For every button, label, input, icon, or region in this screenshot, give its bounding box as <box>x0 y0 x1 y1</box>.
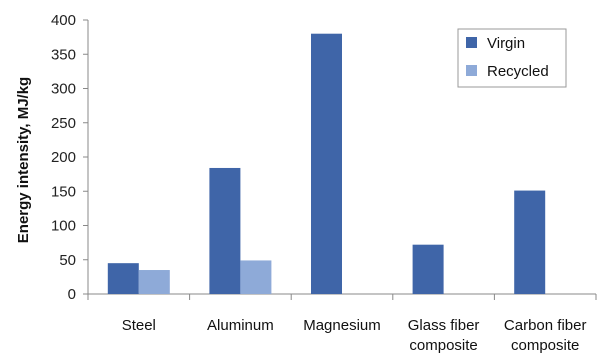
category-label: Glass fiber <box>408 317 480 334</box>
y-tick-label: 150 <box>51 183 76 200</box>
category-labels: Steel Aluminum Magnesium Glass fiber composi… <box>122 317 587 354</box>
legend-swatch-virgin <box>466 37 477 48</box>
y-tick-label: 350 <box>51 46 76 63</box>
bars-group <box>107 33 546 294</box>
bar-recycled-aluminum <box>240 260 272 294</box>
y-tick-label: 300 <box>51 81 76 98</box>
category-label: Magnesium <box>303 317 381 334</box>
bar-virgin-steel <box>107 263 139 294</box>
bar-virgin-glass-fiber-composite <box>412 244 444 294</box>
bar-virgin-carbon-fiber-composite <box>514 190 546 294</box>
x-axis-category-separators <box>87 294 597 300</box>
legend-label-virgin: Virgin <box>487 35 525 52</box>
legend-label-recycled: Recycled <box>487 63 549 80</box>
y-tick-label: 250 <box>51 115 76 132</box>
y-tick-label: 100 <box>51 218 76 235</box>
category-label: composite <box>409 337 477 354</box>
bar-virgin-aluminum <box>209 167 241 294</box>
y-tick-label: 200 <box>51 149 76 166</box>
legend: Virgin Recycled <box>457 28 567 88</box>
category-label: Steel <box>122 317 156 334</box>
bar-recycled-steel <box>138 270 170 294</box>
y-tick-label: 400 <box>51 12 76 29</box>
y-axis-ticks: 0 50 100 150 200 250 300 350 400 <box>51 12 88 303</box>
category-label: composite <box>511 337 579 354</box>
y-tick-label: 50 <box>59 252 76 269</box>
bar-virgin-magnesium <box>311 33 342 294</box>
legend-swatch-recycled <box>466 65 477 76</box>
category-label: Carbon fiber <box>504 317 587 334</box>
y-axis-title: Energy intensity, MJ/kg <box>15 77 32 243</box>
category-label: Aluminum <box>207 317 274 334</box>
y-tick-label: 0 <box>68 286 76 303</box>
